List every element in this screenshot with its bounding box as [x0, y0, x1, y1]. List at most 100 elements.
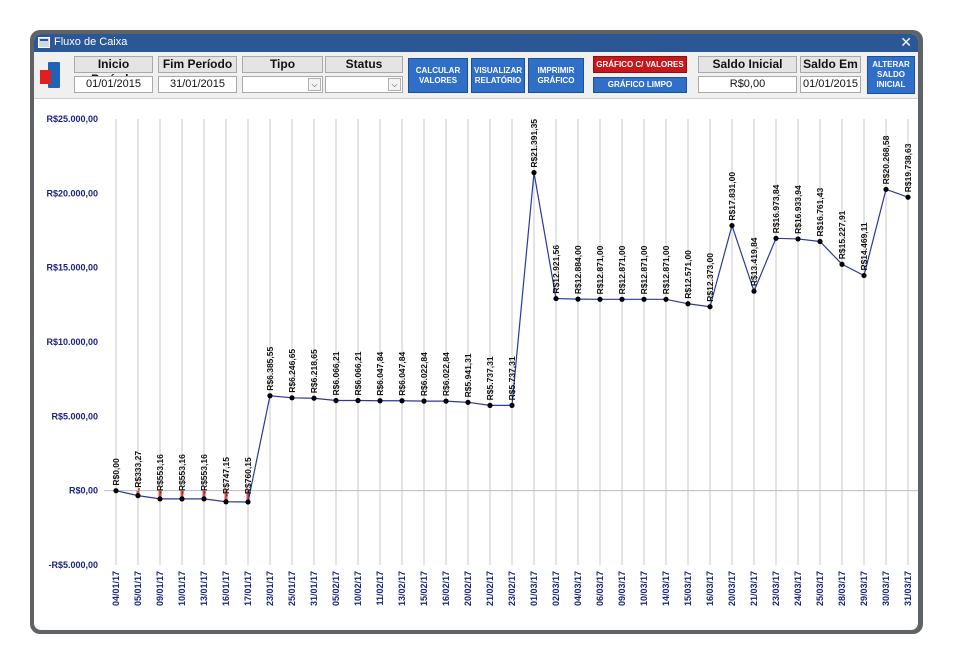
- data-point: [311, 395, 317, 401]
- x-tick-label: 10/02/17: [353, 571, 363, 606]
- data-label: R$14.469,11: [859, 222, 869, 270]
- x-tick-label: 20/02/17: [463, 571, 473, 606]
- negative-value-bar: [180, 490, 184, 499]
- grafico-com-valores-button[interactable]: GRÁFICO C/ VALORES: [593, 56, 687, 73]
- data-label: R$12.871,00: [639, 245, 649, 294]
- x-tick-label: 29/03/17: [859, 571, 869, 606]
- data-point: [201, 496, 207, 502]
- data-point: [553, 295, 559, 302]
- exit-door-icon[interactable]: [40, 62, 62, 88]
- data-point: [135, 493, 141, 499]
- close-icon[interactable]: ✕: [900, 34, 912, 50]
- data-point: [861, 272, 867, 279]
- saldo-em-field[interactable]: 01/01/2015: [800, 76, 861, 93]
- x-tick-label: 16/02/17: [441, 571, 451, 606]
- data-label: R$16.761,43: [815, 188, 825, 237]
- title-bar: Fluxo de Caixa ✕: [34, 34, 918, 52]
- data-label: -R$553,16: [155, 454, 165, 494]
- visualizar-relatorio-button[interactable]: VISUALIZAR RELATÓRIO: [471, 58, 525, 93]
- data-point: [333, 397, 339, 404]
- data-point: [751, 288, 757, 294]
- fim-periodo-field[interactable]: 31/01/2015: [158, 76, 237, 93]
- status-select[interactable]: ⌵: [325, 76, 403, 93]
- x-tick-label: 06/03/17: [595, 571, 605, 606]
- data-label: R$21.391,35: [529, 119, 539, 168]
- negative-value-bar: [202, 490, 206, 499]
- alterar-label-line3: INICIAL: [876, 80, 906, 89]
- x-tick-label: 13/01/17: [199, 571, 209, 606]
- x-tick-label: 10/01/17: [177, 571, 187, 606]
- data-label: R$16.973,84: [771, 184, 781, 233]
- data-point: [729, 222, 735, 229]
- data-label: R$20.268,58: [881, 135, 891, 184]
- data-point: [267, 393, 273, 399]
- tipo-select[interactable]: ⌵: [242, 76, 323, 93]
- x-tick-label: 16/01/17: [221, 571, 231, 606]
- imprimir-grafico-button[interactable]: IMPRIMIR GRÁFICO: [528, 58, 584, 93]
- x-tick-label: 20/03/17: [727, 571, 737, 606]
- data-label: -R$553,16: [199, 454, 209, 494]
- x-tick-label: 01/03/17: [529, 571, 539, 606]
- data-label: R$6.022,84: [419, 352, 429, 396]
- status-label: Status: [325, 56, 403, 73]
- inicio-periodo-field[interactable]: 01/01/2015: [74, 76, 153, 93]
- x-tick-label: 25/01/17: [287, 571, 297, 606]
- x-tick-label: 21/02/17: [485, 571, 495, 606]
- x-tick-label: 23/02/17: [507, 571, 517, 606]
- data-point: [245, 499, 251, 505]
- x-tick-label: 28/03/17: [837, 571, 847, 606]
- x-tick-label: 05/02/17: [331, 571, 341, 606]
- window-title: Fluxo de Caixa: [54, 36, 128, 48]
- data-point: [355, 397, 361, 404]
- data-point: [905, 194, 911, 200]
- saldo-em-label: Saldo Em: [800, 56, 861, 73]
- x-tick-label: 14/03/17: [661, 571, 671, 606]
- chevron-down-icon[interactable]: ⌵: [388, 78, 401, 91]
- data-label: -R$333,27: [133, 451, 143, 491]
- x-tick-label: 10/03/17: [639, 571, 649, 606]
- data-point: [795, 236, 801, 242]
- data-label: R$12.373,00: [705, 253, 715, 302]
- x-tick-label: 15/02/17: [419, 571, 429, 606]
- x-tick-label: 05/01/17: [133, 571, 143, 606]
- alterar-label-line1: ALTERAR: [872, 60, 910, 69]
- data-point: [399, 398, 405, 404]
- saldo-inicial-field[interactable]: R$0,00: [698, 76, 797, 93]
- data-label: R$12.921,56: [551, 245, 561, 294]
- data-label: R$6.047,84: [375, 352, 385, 396]
- chevron-down-icon[interactable]: ⌵: [308, 78, 321, 91]
- x-tick-label: 31/01/17: [309, 571, 319, 606]
- data-label: R$13.419,84: [749, 237, 759, 286]
- inicio-periodo-label: Inicio Período: [74, 56, 153, 86]
- x-tick-label: 04/03/17: [573, 571, 583, 606]
- grafico-limpo-button[interactable]: GRÁFICO LIMPO: [593, 77, 687, 93]
- data-point: [421, 398, 427, 404]
- x-tick-label: 21/03/17: [749, 571, 759, 606]
- alterar-saldo-inicial-button[interactable]: ALTERAR SALDO INICIAL: [867, 56, 915, 94]
- data-point: [531, 170, 537, 176]
- data-label: R$6.022,84: [441, 352, 451, 396]
- data-point: [839, 261, 845, 267]
- calcular-label-line1: CALCULAR: [415, 65, 461, 75]
- data-label: R$12.884,00: [573, 245, 583, 294]
- visualizar-label-line2: RELATÓRIO: [474, 75, 522, 85]
- data-label: R$5.941,31: [463, 353, 473, 397]
- data-label: R$16.933,94: [793, 185, 803, 234]
- y-tick-label: R$15.000,00: [46, 263, 98, 273]
- data-point: [641, 296, 647, 302]
- x-tick-label: 13/02/17: [397, 571, 407, 606]
- window-icon: [38, 37, 50, 48]
- data-label: R$12.871,00: [595, 245, 605, 294]
- visualizar-label-line1: VISUALIZAR: [474, 65, 522, 75]
- alterar-label-line2: SALDO: [877, 70, 905, 79]
- data-point: [773, 235, 779, 241]
- y-tick-label: R$0,00: [69, 486, 98, 496]
- x-tick-label: 09/01/17: [155, 571, 165, 606]
- data-label: R$12.571,00: [683, 250, 693, 299]
- data-label: R$6.218,65: [309, 349, 319, 393]
- data-label: R$5.737,31: [507, 356, 517, 400]
- data-label: R$5.737,31: [485, 356, 495, 400]
- calcular-valores-button[interactable]: CALCULAR VALORES: [408, 58, 468, 93]
- cash-flow-chart-svg: R$25.000,00 R$20.000,00 R$15.000,00 R$10.00…: [46, 114, 918, 606]
- y-tick-label: -R$5.000,00: [48, 560, 98, 570]
